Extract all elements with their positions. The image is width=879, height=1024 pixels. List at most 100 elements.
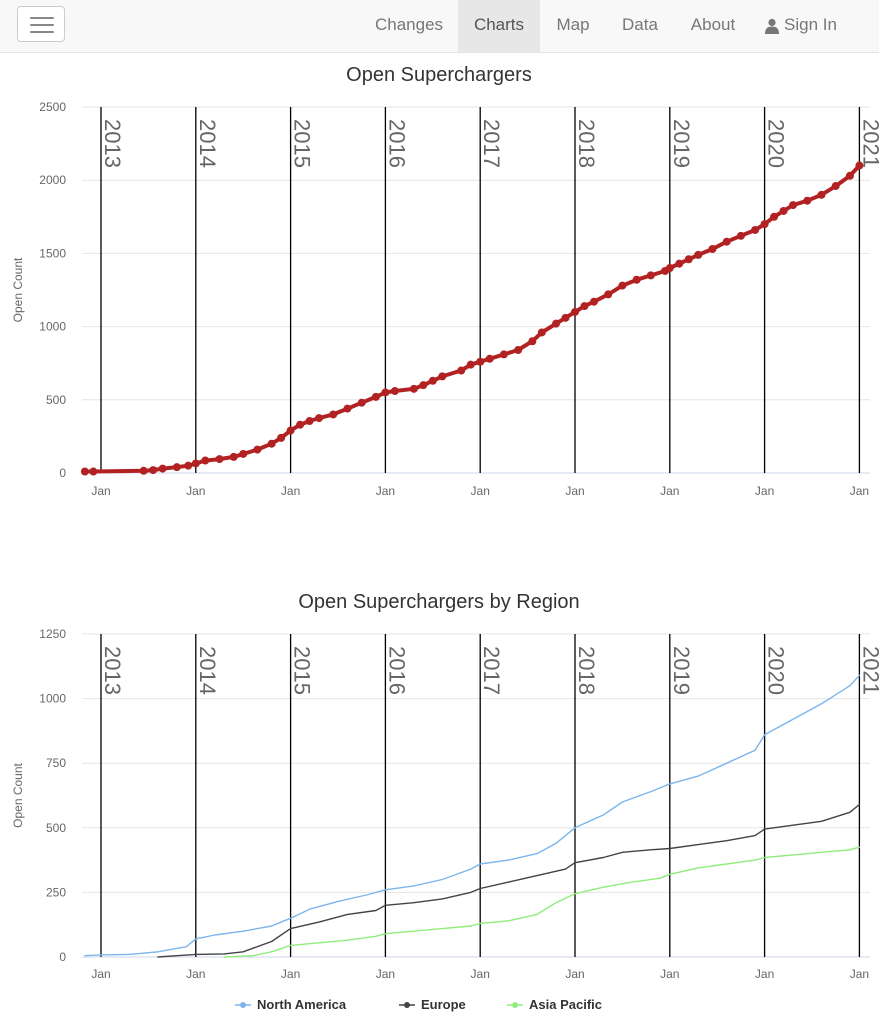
y-tick-label: 2000 [39,173,66,187]
data-point [684,255,693,264]
data-point [694,250,703,259]
data-point [499,350,508,359]
y-tick-label: 250 [46,885,66,899]
data-point [708,245,717,254]
data-point [409,384,418,393]
data-point [831,182,840,191]
data-point [172,463,181,472]
nav-charts[interactable]: Charts [458,0,540,52]
year-label: 2015 [290,119,315,168]
data-point [329,410,338,419]
data-point [277,433,286,442]
data-point [537,328,546,337]
x-tick-label: Jan [471,484,490,498]
data-point [817,190,826,199]
y-tick-label: 2500 [39,100,66,114]
year-label: 2018 [574,646,599,695]
x-tick-label: Jan [755,484,774,498]
open-superchargers-chart: Open Superchargers 0 500 1000 1500 2000 2500 Op… [11,64,879,498]
data-point [428,376,437,385]
x-tick-label: Jan [850,484,869,498]
data-point [770,212,779,221]
y-tick-label: 0 [59,950,66,964]
legend-symbol-marker [512,1002,518,1008]
year-label: 2020 [764,646,789,695]
y-tick-label: 500 [46,393,66,407]
legend-symbol-marker [240,1002,246,1008]
series-line-europe [157,803,861,958]
data-point [632,275,641,284]
data-point [201,456,210,465]
superchargers-by-region-chart: Open Superchargers by Region 0 250 500 750 10… [11,591,879,1012]
series-line-asia-pacific [223,846,861,958]
data-point [305,417,314,426]
data-point [528,337,537,346]
x-tick-label: Jan [186,967,205,981]
y-tick-label: 1000 [39,692,66,706]
data-point [779,206,788,215]
data-point [736,231,745,240]
x-tick-label: Jan [281,967,300,981]
data-point [149,466,158,475]
data-point [571,307,579,316]
x-tick-label: Jan [660,484,679,498]
data-point [296,420,305,429]
navbar: Changes Charts Map Data About Sign In [0,0,879,53]
data-point [357,398,366,407]
year-label: 2019 [669,646,694,695]
nav-map[interactable]: Map [556,15,590,34]
year-label: 2021 [858,646,879,695]
data-point [80,467,89,476]
data-point [89,467,98,476]
y-tick-label: 1250 [39,627,66,641]
x-tick-label: Jan [755,967,774,981]
data-point [722,237,731,246]
hamburger-bar [30,17,54,19]
year-label: 2020 [764,119,789,168]
data-point [158,464,167,473]
data-point [604,290,613,299]
nav-signin[interactable]: Sign In [764,0,854,52]
hamburger-bar [30,31,54,33]
series-line-open-count [82,163,862,474]
y-tick-label: 750 [46,756,66,770]
data-point [580,302,589,311]
year-label: 2021 [858,119,879,168]
legend-symbol-marker [404,1002,410,1008]
year-label: 2014 [195,646,220,695]
year-label: 2014 [195,119,220,168]
data-point [561,313,570,322]
data-point [803,196,812,205]
x-tick-label: Jan [471,967,490,981]
y-tick-label: 0 [59,466,66,480]
data-point [184,461,193,470]
signin-label: Sign In [784,15,837,34]
data-point [552,319,561,328]
user-icon [765,18,779,34]
year-label: 2016 [384,646,409,695]
data-point [845,171,854,180]
nav-data[interactable]: Data [622,15,658,34]
year-label: 2019 [669,119,694,168]
hamburger-menu-icon[interactable] [17,6,65,42]
data-point [665,264,674,273]
year-label: 2016 [384,119,409,168]
chart-title: Open Superchargers [346,64,532,86]
data-point [315,414,324,423]
data-point [675,259,684,268]
data-point [390,387,399,396]
data-point [215,455,224,464]
x-tick-label: Jan [660,967,679,981]
nav-about[interactable]: About [690,15,736,34]
data-point [286,426,295,435]
x-tick-label: Jan [565,967,584,981]
chart-title: Open Superchargers by Region [298,591,579,613]
year-label: 2017 [479,646,504,695]
x-tick-label: Jan [91,967,110,981]
data-point [371,392,380,401]
data-point [589,297,598,306]
x-tick-label: Jan [565,484,584,498]
nav-changes[interactable]: Changes [374,15,444,34]
data-point [466,360,475,369]
data-point [438,372,447,381]
